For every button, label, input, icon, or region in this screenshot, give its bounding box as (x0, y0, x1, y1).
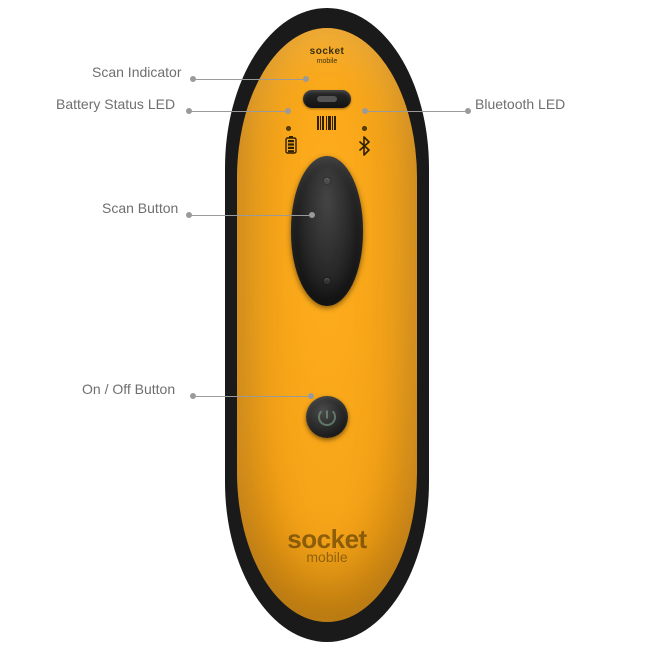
callout-battery-led: Battery Status LED (56, 96, 175, 112)
callout-line (192, 215, 311, 216)
top-brand-main: socket (310, 46, 345, 57)
callout-dot (362, 108, 368, 114)
callout-dot (308, 393, 314, 399)
scan-indicator-led (317, 96, 337, 102)
battery-icon (285, 136, 297, 159)
callout-dot (309, 212, 315, 218)
bluetooth-icon (357, 136, 371, 161)
callout-line (196, 79, 303, 80)
callout-dot (285, 108, 291, 114)
callout-dot (303, 76, 309, 82)
callout-scan-button: Scan Button (102, 200, 178, 216)
scan-indicator-window (303, 90, 351, 108)
callout-scan-indicator: Scan Indicator (92, 64, 182, 80)
power-button (306, 396, 348, 438)
callout-onoff-button: On / Off Button (82, 381, 175, 397)
top-brand-sub: mobile (317, 58, 338, 65)
bottom-brand: socket mobile (287, 526, 366, 564)
scan-button-dimple-top (324, 178, 330, 184)
scan-button-dimple-bottom (324, 278, 330, 284)
diagram-stage: socket mobile (0, 0, 654, 654)
callout-bluetooth-led: Bluetooth LED (475, 96, 565, 112)
scanner-face: socket mobile (237, 28, 417, 622)
callout-line (196, 396, 310, 397)
callout-line (192, 111, 287, 112)
power-icon-stem (326, 411, 328, 419)
barcode-icon (317, 116, 337, 135)
scan-button (291, 156, 363, 306)
callout-dot (465, 108, 471, 114)
battery-led-dot (286, 126, 291, 131)
bluetooth-led-dot (362, 126, 367, 131)
callout-line (368, 111, 465, 112)
